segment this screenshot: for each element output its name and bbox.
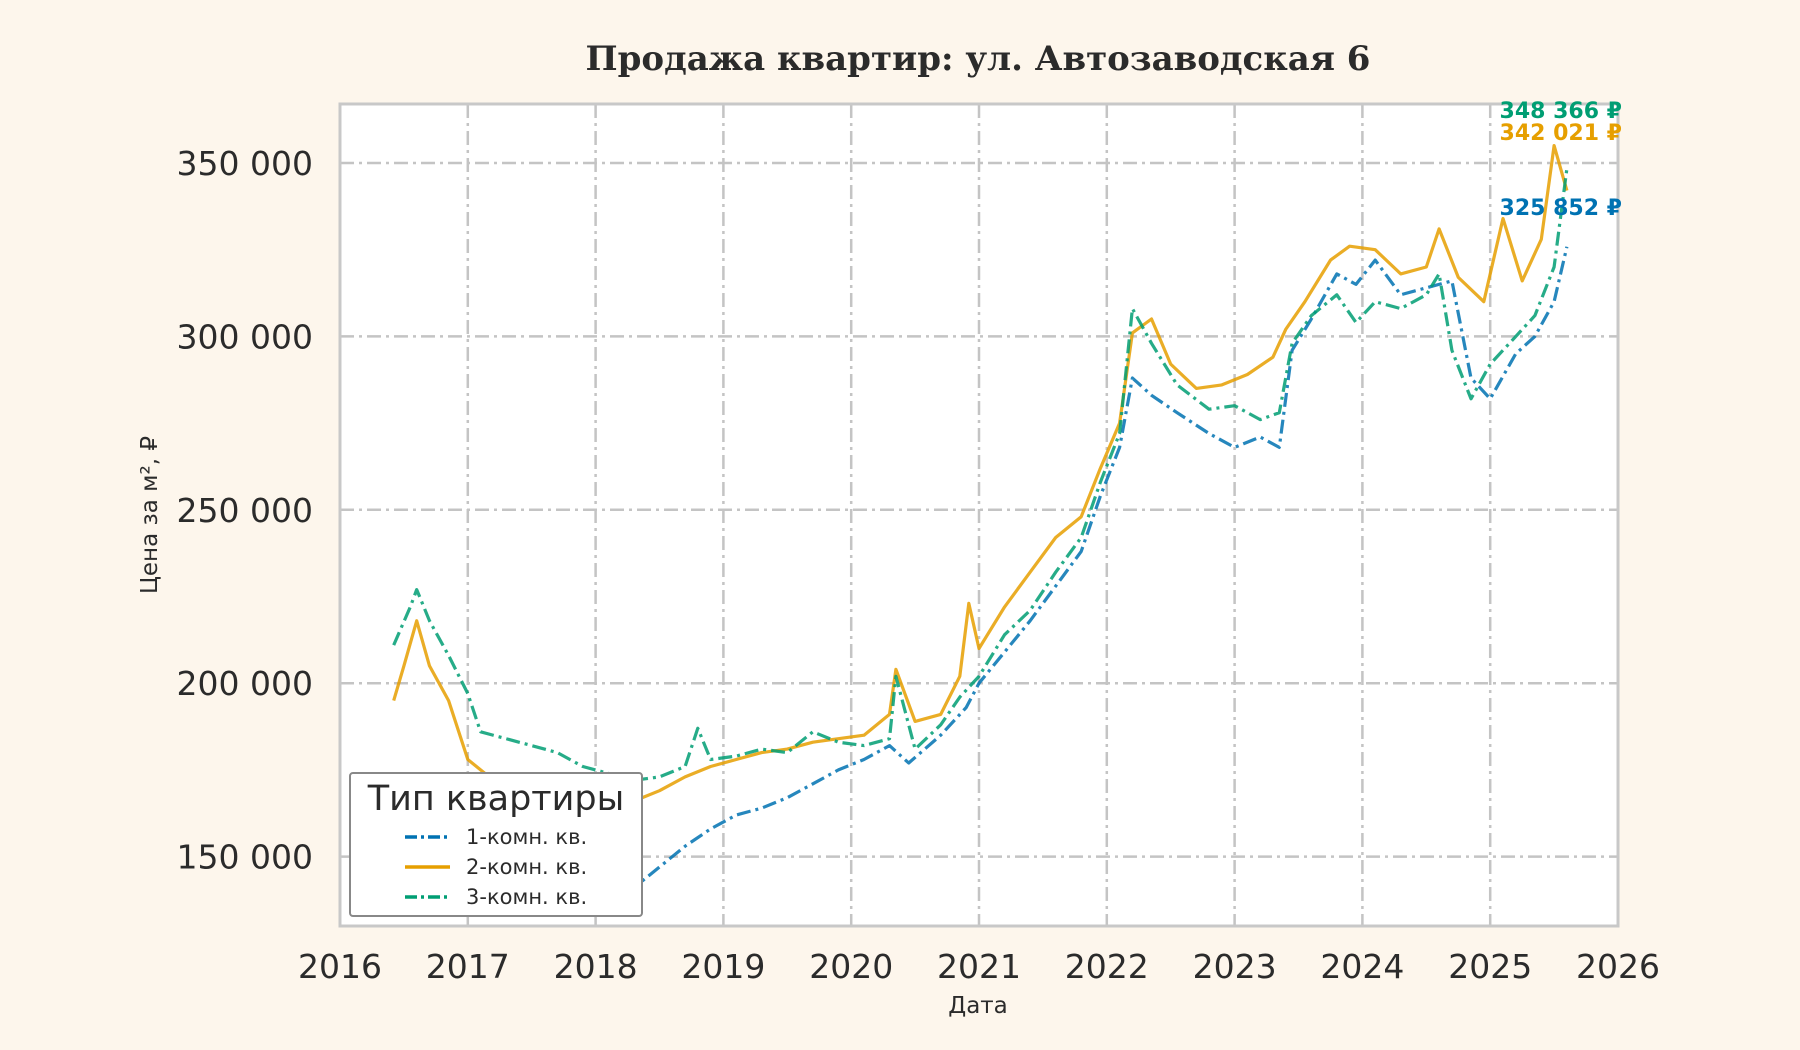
x-tick-label: 2025 [1448,947,1532,986]
x-tick-label: 2020 [809,947,893,986]
x-tick-label: 2026 [1576,947,1660,986]
x-tick-label: 2024 [1320,947,1404,986]
legend-title: Тип квартиры [367,779,625,819]
y-tick-label: 200 000 [177,664,313,703]
legend-entries: 1-комн. кв. 2-комн. кв. 3-комн. кв. [405,825,587,909]
y-tick-label: 250 000 [177,491,313,530]
y-tick-label: 150 000 [177,838,313,877]
x-tick-label: 2021 [937,947,1021,986]
x-tick-label: 2018 [554,947,638,986]
y-axis-ticks: 150 000 200 000 250 000 300 000 350 000 [177,144,313,877]
x-tick-label: 2023 [1193,947,1277,986]
x-tick-label: 2017 [426,947,510,986]
legend: Тип квартиры 1-комн. кв. 2-комн. кв. 3-ком… [349,772,643,917]
end-labels: 325 852 ₽ 342 021 ₽348 366 ₽ [1500,99,1622,221]
series-line-3 [392,168,1569,782]
series-end-label-1: 325 852 ₽ [1500,196,1622,221]
x-tick-label: 2016 [298,947,382,986]
x-tick-label: 2019 [681,947,765,986]
series-end-label-2: 342 021 ₽ [1500,121,1622,146]
y-tick-label: 350 000 [177,144,313,183]
x-axis-ticks: 2016 2017 2018 2019 2020 2021 2022 2023 2024 2025… [298,947,1660,986]
legend-label-2: 2-комн. кв. [466,855,587,879]
y-axis-label: Цена за м², ₽ [137,436,163,594]
x-axis-label: Дата [948,993,1008,1019]
series-end-label-3: 348 366 ₽ [1500,99,1622,124]
y-tick-label: 300 000 [177,317,313,356]
legend-box [349,772,643,917]
plot-frame [338,102,1620,928]
chart-title: Продажа квартир: ул. Автозаводская 6 [586,39,1371,79]
legend-label-1: 1-комн. кв. [466,825,587,849]
legend-label-3: 3-комн. кв. [466,885,587,909]
x-tick-label: 2022 [1065,947,1149,986]
